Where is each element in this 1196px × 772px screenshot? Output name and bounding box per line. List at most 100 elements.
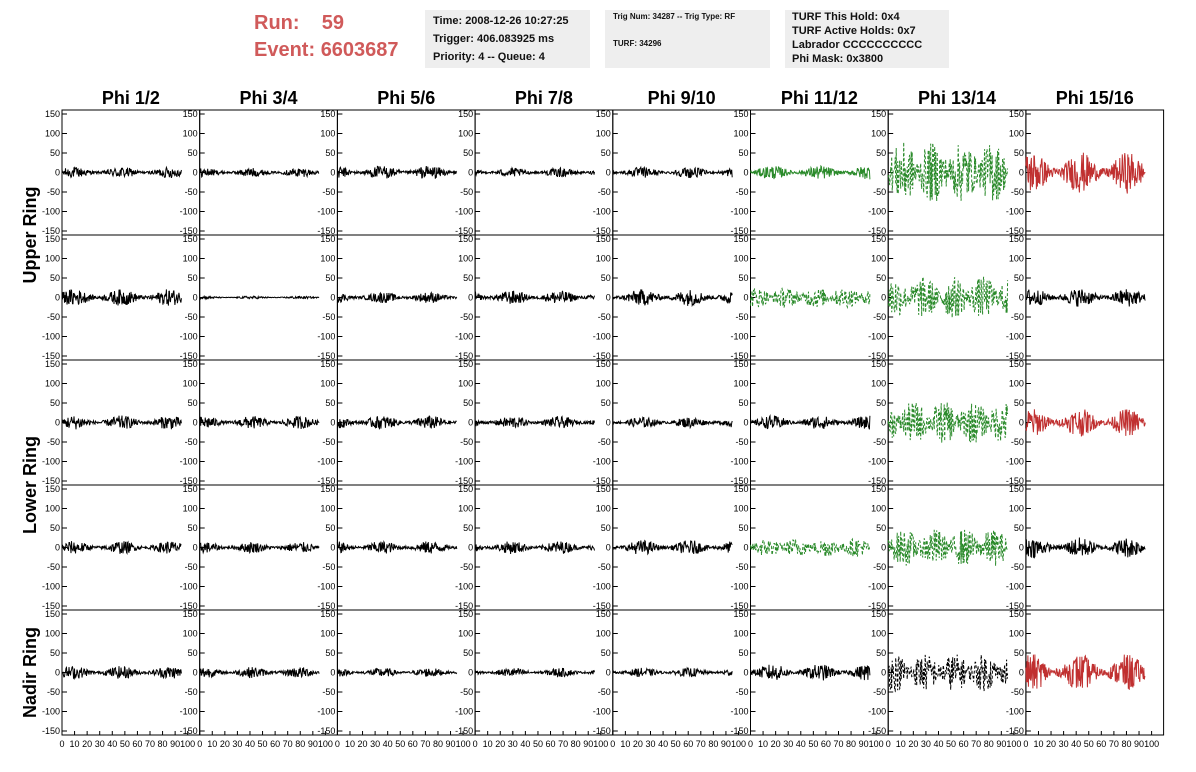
y-tick-label: 50 [1014, 398, 1024, 408]
x-tick-label: 0 [610, 739, 615, 749]
ring-title: Nadir Ring [20, 627, 40, 718]
x-tick-label: 10 [758, 739, 768, 749]
y-tick-label: 50 [50, 273, 60, 283]
y-tick-label: -50 [460, 437, 473, 447]
y-tick-label: -50 [185, 187, 198, 197]
column-title: Phi 5/6 [377, 88, 435, 108]
y-tick-label: 150 [183, 234, 198, 244]
y-tick-label: 150 [1009, 359, 1024, 369]
trigger-time-box: Time: 2008-12-26 10:27:25 Trigger: 406.0… [425, 10, 590, 68]
x-tick-label: 80 [1121, 739, 1131, 749]
x-tick-label: 0 [748, 739, 753, 749]
y-tick-label: -50 [47, 562, 60, 572]
column-title: Phi 7/8 [515, 88, 573, 108]
column-title: Phi 9/10 [648, 88, 716, 108]
y-tick-label: -150 [868, 351, 886, 361]
x-tick-label: 10 [1033, 739, 1043, 749]
y-tick-label: 150 [871, 109, 886, 119]
y-tick-label: 50 [50, 148, 60, 158]
x-tick-label: 40 [658, 739, 668, 749]
run-label: Run: [254, 12, 300, 34]
y-tick-label: 100 [1009, 254, 1024, 264]
y-tick-label: -50 [185, 562, 198, 572]
x-tick-label: 30 [370, 739, 380, 749]
x-tick-label: 20 [358, 739, 368, 749]
x-tick-label: 60 [132, 739, 142, 749]
y-tick-label: 100 [45, 129, 60, 139]
y-tick-label: -100 [42, 707, 60, 717]
y-tick-label: 100 [596, 504, 611, 514]
y-tick-label: 0 [193, 168, 198, 178]
x-tick-label: 60 [270, 739, 280, 749]
y-tick-label: -100 [317, 457, 335, 467]
y-tick-label: 150 [458, 484, 473, 494]
y-tick-label: 100 [733, 629, 748, 639]
y-tick-label: 100 [871, 254, 886, 264]
priority-text: Priority: 4 -- Queue: 4 [433, 51, 545, 63]
y-tick-label: -50 [185, 687, 198, 697]
y-tick-label: 150 [45, 359, 60, 369]
y-tick-label: 50 [463, 273, 473, 283]
y-tick-label: 0 [606, 293, 611, 303]
x-tick-label: 0 [473, 739, 478, 749]
x-tick-label: 90 [583, 739, 593, 749]
y-tick-label: 0 [1019, 668, 1024, 678]
x-tick-label: 30 [1059, 739, 1069, 749]
y-tick-label: -100 [868, 207, 886, 217]
y-tick-label: -100 [42, 207, 60, 217]
trigger-text: Trigger: 406.083925 ms [433, 33, 555, 45]
y-tick-label: -100 [180, 707, 198, 717]
y-tick-label: -100 [1006, 332, 1024, 342]
y-tick-label: 100 [183, 254, 198, 264]
y-tick-label: -150 [42, 726, 60, 736]
column-title: Phi 11/12 [781, 88, 858, 108]
x-tick-label: 20 [633, 739, 643, 749]
waveform-trace [887, 529, 1009, 566]
y-tick-label: 0 [193, 543, 198, 553]
x-tick-label: 60 [821, 739, 831, 749]
x-tick-label: 40 [933, 739, 943, 749]
x-tick-label: 10 [483, 739, 493, 749]
x-tick-label: 90 [170, 739, 180, 749]
x-tick-label: 100 [593, 739, 608, 749]
y-tick-label: 100 [596, 379, 611, 389]
x-tick-label: 30 [232, 739, 242, 749]
y-tick-label: -150 [1006, 351, 1024, 361]
y-tick-label: 50 [188, 648, 198, 658]
y-tick-label: -100 [868, 332, 886, 342]
y-tick-label: 0 [468, 543, 473, 553]
y-tick-label: 150 [596, 609, 611, 619]
column-title: Phi 15/16 [1056, 88, 1134, 108]
x-tick-label: 80 [433, 739, 443, 749]
x-tick-label: 40 [1071, 739, 1081, 749]
y-tick-label: 100 [320, 504, 335, 514]
y-tick-label: 50 [463, 398, 473, 408]
y-tick-label: -50 [598, 687, 611, 697]
y-tick-label: 50 [50, 398, 60, 408]
x-tick-label: 80 [295, 739, 305, 749]
y-tick-label: 100 [320, 629, 335, 639]
y-tick-label: -150 [730, 351, 748, 361]
y-tick-label: 0 [468, 168, 473, 178]
x-tick-label: 10 [896, 739, 906, 749]
y-tick-label: 100 [733, 254, 748, 264]
y-tick-label: 0 [330, 668, 335, 678]
waveform-trace [612, 415, 733, 430]
y-tick-label: -150 [455, 351, 473, 361]
y-tick-label: -50 [1011, 562, 1024, 572]
x-tick-label: 90 [859, 739, 869, 749]
y-tick-label: 50 [188, 398, 198, 408]
y-tick-label: -100 [1006, 582, 1024, 592]
y-tick-label: -50 [873, 562, 886, 572]
y-tick-label: 150 [183, 109, 198, 119]
y-tick-label: 150 [45, 234, 60, 244]
y-tick-label: 50 [601, 273, 611, 283]
y-tick-label: -150 [1006, 226, 1024, 236]
y-tick-label: 0 [606, 168, 611, 178]
y-tick-label: 50 [738, 523, 748, 533]
x-tick-label: 70 [558, 739, 568, 749]
ring-title: Upper Ring [20, 187, 40, 284]
y-tick-label: 100 [320, 129, 335, 139]
y-tick-label: -150 [1006, 601, 1024, 611]
turf-active-holds-text: TURF Active Holds: 0x7 [792, 25, 916, 37]
